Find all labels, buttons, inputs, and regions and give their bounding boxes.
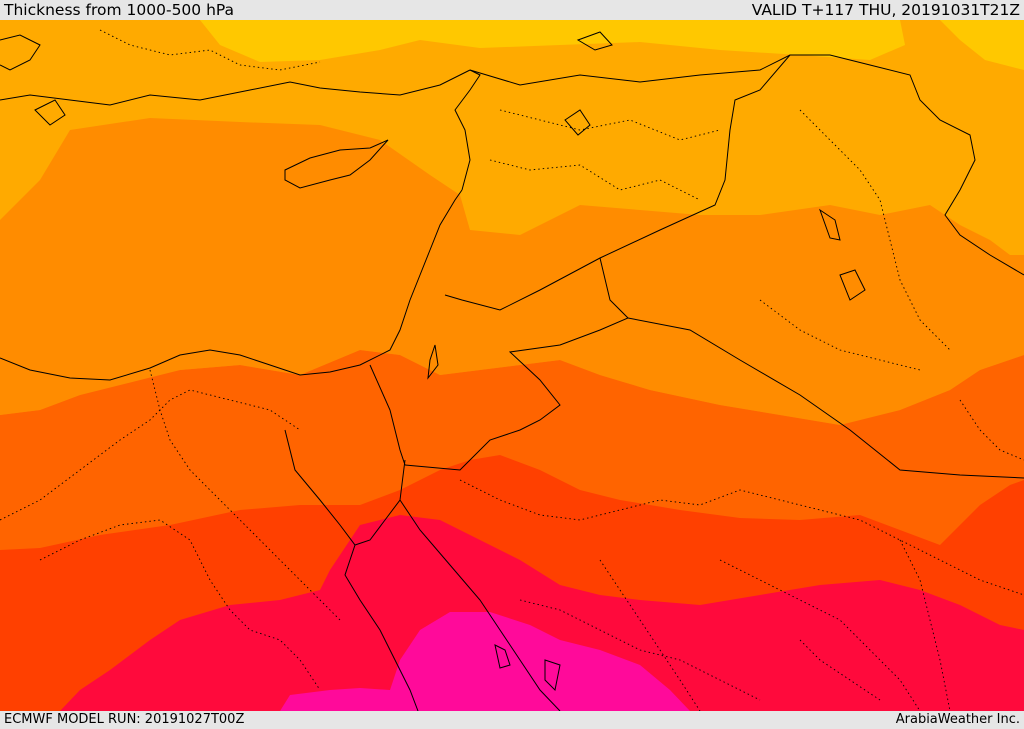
footer-bar: ECMWF MODEL RUN: 20191027T00Z ArabiaWeat… [0, 711, 1024, 729]
thickness-band-3 [0, 118, 1024, 425]
thickness-band-1-yellow-ne [940, 20, 1024, 70]
coastlines [0, 31, 866, 711]
province-borders [0, 29, 1024, 711]
map-title: Thickness from 1000-500 hPa [4, 1, 235, 19]
borders [369, 54, 1024, 479]
thickness-band-1-yellow [200, 20, 905, 62]
valid-time: VALID T+117 THU, 20191031T21Z [751, 1, 1020, 19]
model-run: ECMWF MODEL RUN: 20191027T00Z [4, 712, 245, 727]
thickness-band-6 [60, 515, 1024, 711]
credit: ArabiaWeather Inc. [895, 712, 1020, 727]
header-bar: Thickness from 1000-500 hPa VALID T+117 … [0, 0, 1024, 20]
thickness-band-7 [280, 612, 690, 711]
thickness-map [0, 20, 1024, 711]
